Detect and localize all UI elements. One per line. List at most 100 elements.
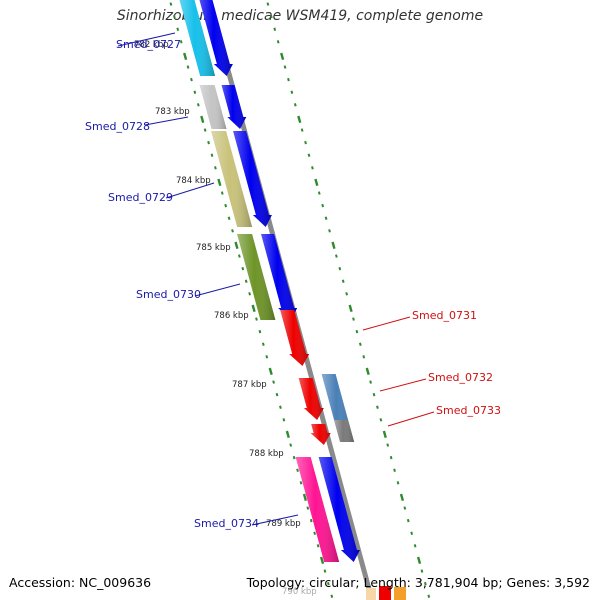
minor-tick [376, 405, 379, 409]
partial-gene-pale [366, 588, 376, 600]
kbp-labels: 782 kbp 783 kbp 784 kbp 785 kbp 786 kbp 787 k… [134, 40, 317, 597]
minor-tick [176, 27, 180, 31]
minor-tick [279, 405, 282, 409]
minor-tick [190, 77, 193, 82]
minor-tick [207, 140, 210, 145]
minor-tick [341, 279, 345, 283]
minor-tick [296, 468, 299, 472]
gene-label-smed-0734[interactable]: Smed_0734 [194, 517, 259, 530]
minor-tick [210, 153, 214, 157]
major-tick [319, 556, 325, 565]
minor-tick [241, 266, 245, 271]
gene-label-smed-0727[interactable]: Smed_0727 [116, 38, 181, 51]
minor-tick [304, 140, 307, 145]
minor-tick [231, 229, 234, 233]
minor-tick [338, 266, 342, 271]
leader-line-smed-0730 [194, 283, 241, 297]
gene-label-smed-0728[interactable]: Smed_0728 [85, 120, 150, 133]
major-tick [183, 52, 188, 61]
minor-tick [293, 103, 297, 107]
major-tick [314, 178, 319, 187]
minor-tick [203, 128, 207, 132]
accession-text: Accession: NC_009636 [9, 575, 152, 590]
major-tick [348, 304, 353, 313]
minor-tick [386, 443, 390, 447]
minor-tick [255, 317, 258, 321]
minor-tick [309, 518, 313, 523]
minor-tick [300, 128, 304, 132]
minor-tick [345, 292, 349, 296]
major-tick [280, 52, 285, 61]
inner-tick-track [169, 2, 334, 598]
minor-tick [273, 27, 277, 31]
minor-tick [227, 216, 231, 220]
leader-line-smed-0734 [251, 514, 299, 526]
minor-tick [193, 90, 197, 94]
gene-bars [179, 0, 355, 562]
gene-label-smed-0731[interactable]: Smed_0731 [412, 309, 477, 322]
minor-tick [244, 279, 248, 283]
minor-tick [313, 531, 317, 535]
minor-tick [330, 594, 334, 598]
minor-tick [369, 380, 372, 384]
major-tick [297, 115, 302, 124]
gene-bar-smed-0727-shading [179, 0, 216, 76]
gene-label-smed-0732[interactable]: Smed_0732 [428, 371, 493, 384]
major-tick [382, 430, 387, 439]
strand-arrow-smed-0729-shading [233, 131, 272, 227]
minor-tick [335, 254, 338, 258]
minor-tick [427, 594, 431, 598]
gene-label-smed-0733[interactable]: Smed_0733 [436, 404, 501, 417]
minor-tick [358, 342, 362, 346]
minus-strand-arrows [280, 310, 331, 445]
minor-tick [372, 392, 376, 397]
major-tick [416, 556, 422, 565]
gene-label-smed-0730[interactable]: Smed_0730 [136, 288, 201, 301]
minor-tick [362, 355, 366, 359]
gene-label-smed-0729[interactable]: Smed_0729 [108, 191, 173, 204]
leader-line-smed-0733 [387, 411, 435, 427]
gene-bar-smed-0733-shading [334, 420, 355, 442]
gene-arrow-smed-0733-a-shading [298, 378, 324, 420]
kbp-label: 787 kbp [232, 380, 267, 390]
minor-tick [321, 203, 325, 208]
minor-tick [186, 65, 190, 69]
minor-tick [292, 455, 296, 460]
minor-tick [265, 355, 269, 359]
outer-tick-track [266, 2, 431, 598]
minor-tick [287, 77, 290, 82]
minor-tick [316, 544, 320, 548]
gene-labels: Smed_0727 Smed_0728 Smed_0729 Smed_0730 Smed… [85, 32, 501, 530]
minor-tick [311, 166, 314, 170]
leader-line-smed-0732 [379, 378, 427, 392]
minor-tick [282, 418, 286, 422]
kbp-label: 790 kbp [282, 587, 317, 597]
minor-tick [323, 569, 327, 573]
minor-tick [393, 468, 396, 472]
leader-line-smed-0729 [165, 182, 215, 199]
gene-bar-smed-0729-shading [211, 131, 253, 227]
minor-tick [275, 392, 279, 397]
gene-arrow-smed-0731-shading [280, 310, 310, 366]
minor-tick [327, 581, 330, 586]
major-tick [399, 493, 405, 502]
minor-tick [172, 14, 176, 19]
minor-tick [324, 216, 328, 220]
minor-tick [396, 481, 400, 485]
gene-arrow-smed-0733-b-shading [310, 424, 331, 445]
major-tick [285, 430, 290, 439]
minor-tick [307, 153, 311, 157]
minor-tick [299, 481, 303, 485]
minor-tick [289, 443, 293, 447]
minor-tick [379, 418, 383, 422]
minor-tick [258, 329, 262, 334]
minor-tick [248, 292, 252, 296]
minor-tick [328, 229, 331, 233]
gene-bar-smed-0734-shading [295, 457, 340, 562]
minor-tick [238, 254, 241, 258]
kbp-label: 782 kbp [134, 40, 169, 50]
leader-line-smed-0731 [362, 316, 411, 331]
partial-gene-orange [394, 587, 406, 600]
